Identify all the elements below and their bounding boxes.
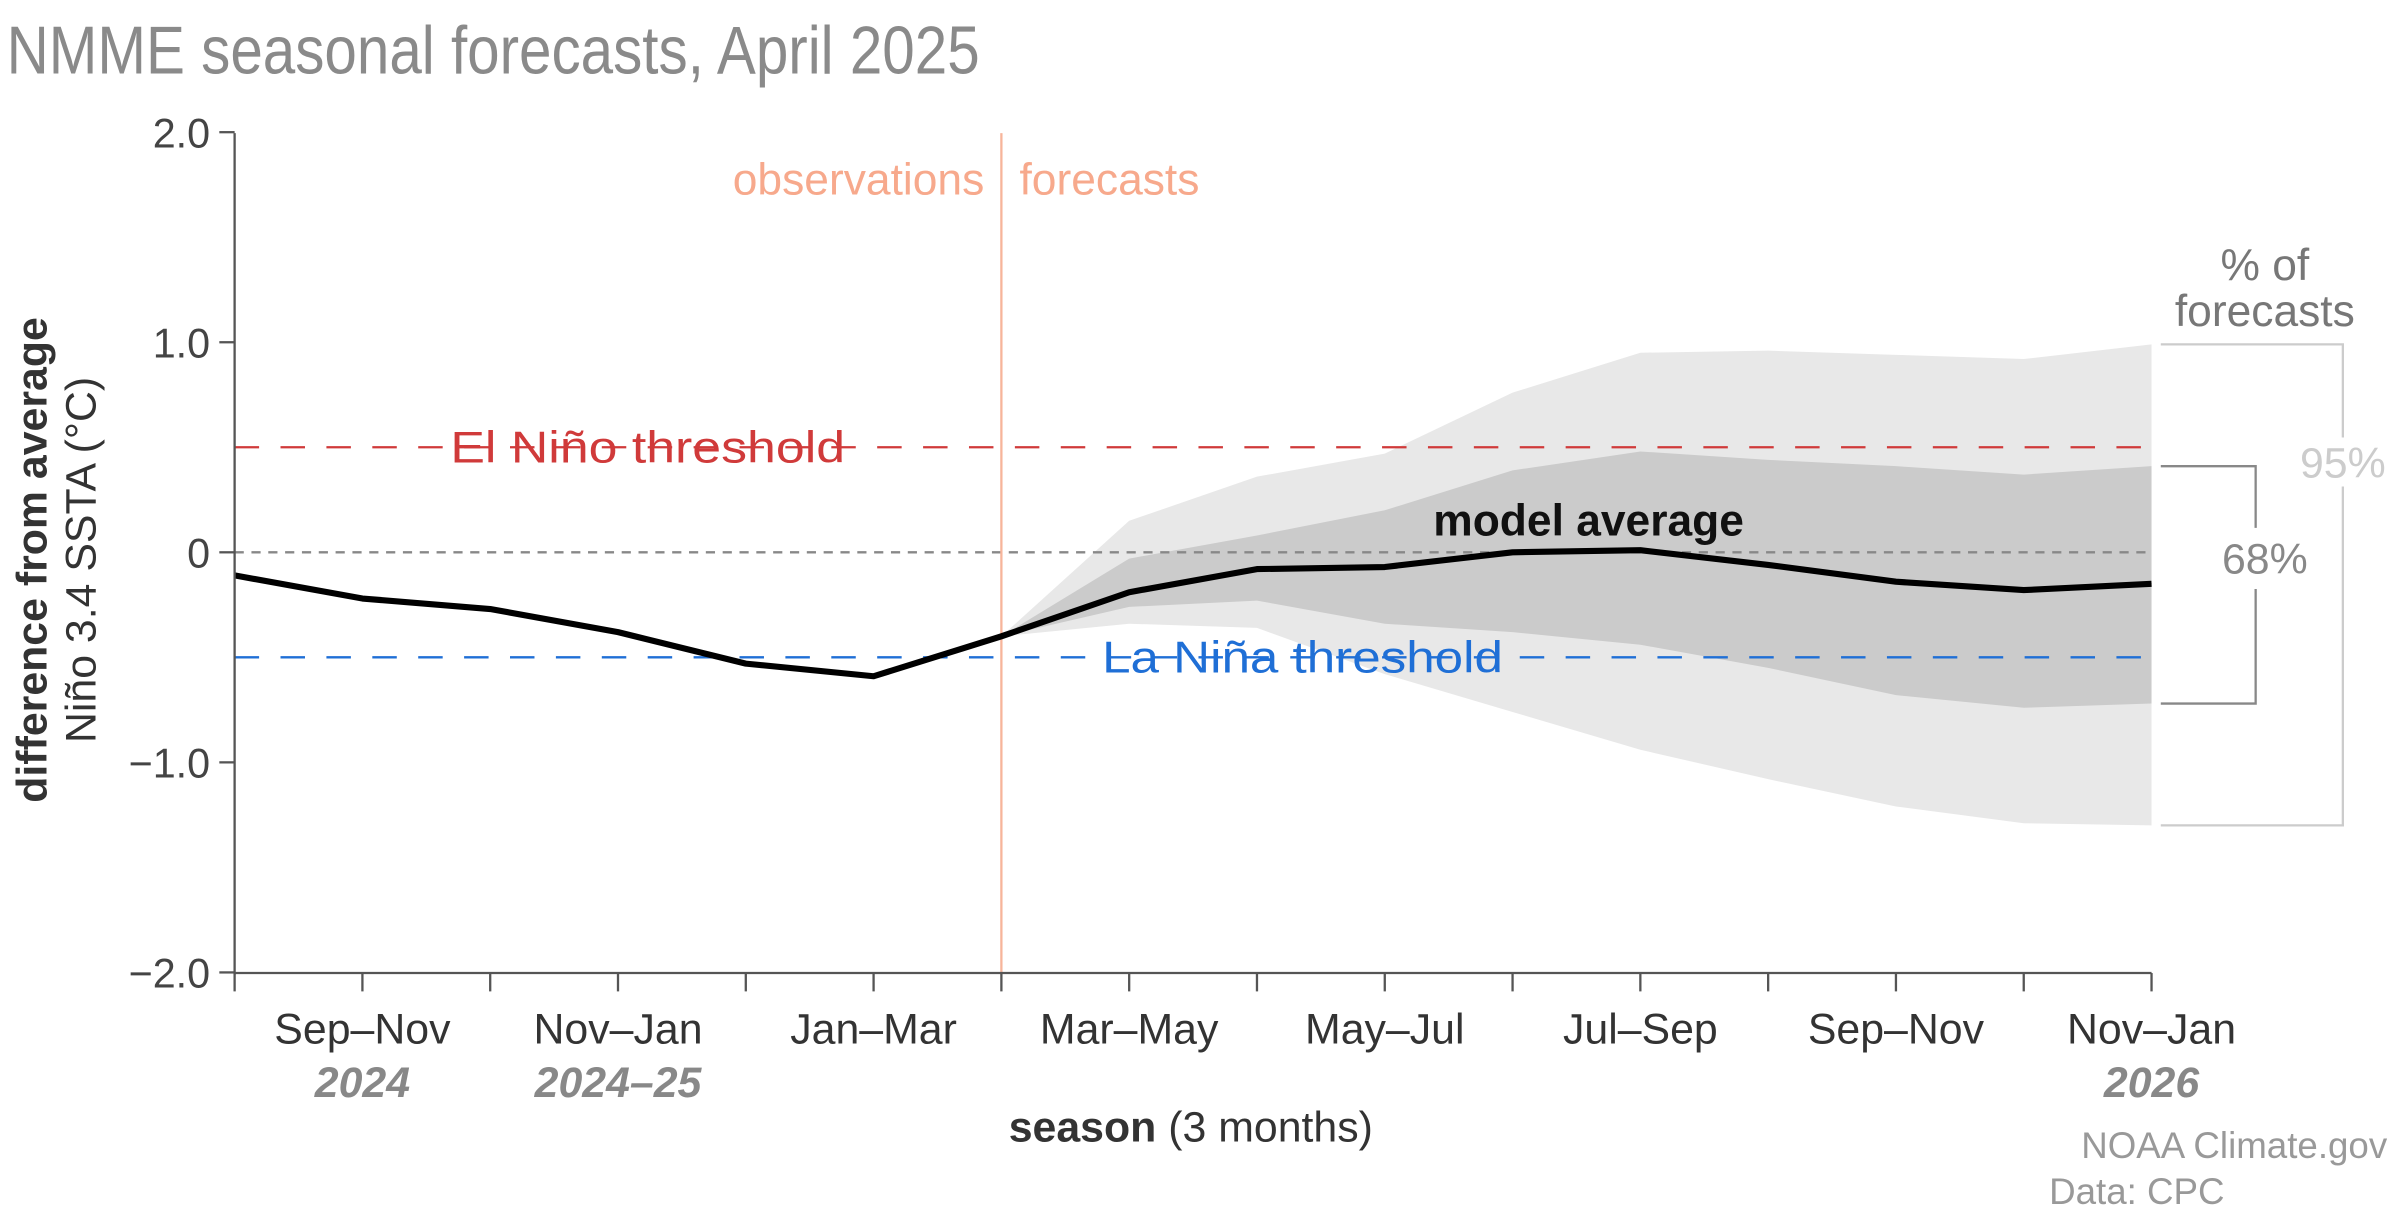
x-tick-label: Jul–Sep [1563,1005,1718,1053]
x-tick-label: Sep–Nov [274,1005,451,1053]
observations-label: observations [733,155,985,204]
y-tick-label: −2.0 [129,951,211,997]
bracket-95-top [2160,343,2345,438]
el-nino-threshold-label: El Niño threshold [450,424,845,473]
credit-line-2: Data: CPC [2049,1171,2224,1212]
y-tick-label: 0 [187,531,210,577]
bracket-95-bottom [2160,486,2345,827]
y-tick-label: −1.0 [129,741,211,787]
x-axis-label: season (3 months) [1009,1103,1373,1151]
bracket-68-top [2160,465,2257,528]
x-tick-label: Mar–May [1040,1005,1219,1053]
legend-title-line1: % of [2220,241,2309,290]
x-axis-label-rest: (3 months) [1156,1103,1373,1151]
y-axis-label-line1: difference from average [8,317,56,803]
credit-line-1: NOAA Climate.gov [2081,1125,2388,1166]
model-average-line [234,547,2152,680]
x-tick-year: 2024 [314,1059,410,1107]
legend-title-line2: forecasts [2175,287,2355,336]
plot-area: El Niño threshold La Niña threshold observ… [129,110,2386,1106]
x-tick-label: Sep–Nov [1808,1005,1985,1053]
la-nina-threshold-label: La Niña threshold [1102,634,1503,683]
x-tick-label: Nov–Jan [2067,1005,2236,1053]
bracket-68-bottom [2160,589,2257,705]
x-tick-label: May–Jul [1305,1005,1464,1053]
pct-68-label: 68% [2222,536,2308,584]
y-tick-label: 2.0 [153,110,210,156]
y-tick-label: 1.0 [153,321,210,367]
x-axis-label-bold: season [1009,1103,1157,1151]
model-average-label: model average [1433,496,1744,545]
x-tick-year: 2026 [2103,1059,2200,1107]
pct-95-label: 95% [2300,439,2386,487]
band-68-percent [1001,451,2152,708]
x-tick-label: Nov–Jan [533,1005,702,1053]
x-tick-label: Jan–Mar [790,1005,957,1053]
forecasts-label: forecasts [1019,155,1199,204]
chart-title: NMME seasonal forecasts, April 2025 [7,13,980,88]
y-axis-label-line2: Niño 3.4 SSTA (°C) [57,377,105,743]
x-tick-year: 2024–25 [534,1059,703,1107]
